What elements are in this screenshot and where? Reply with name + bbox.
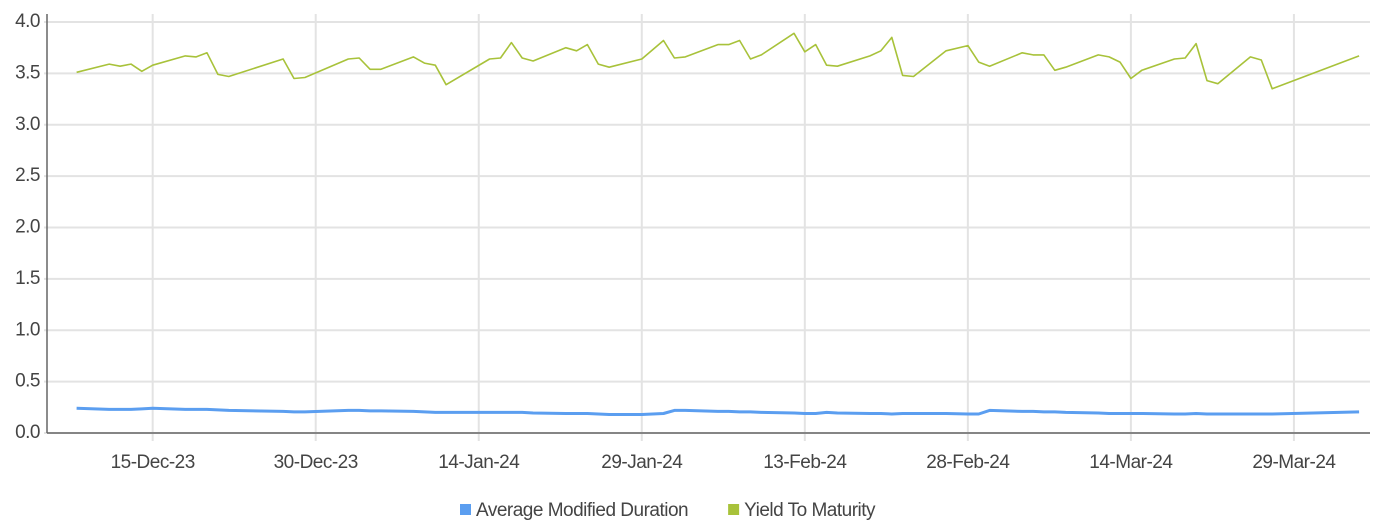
y-tick-label: 4.0 [15,11,40,32]
x-tick-label: 13-Feb-24 [763,452,847,473]
x-tick-label: 28-Feb-24 [926,452,1010,473]
y-tick-label: 0.0 [15,422,40,443]
legend-swatch [728,504,740,515]
y-tick-label: 1.5 [15,268,40,289]
y-tick-label: 2.0 [15,217,40,238]
y-tick-label: 3.5 [15,62,40,83]
y-tick-label: 1.0 [15,319,40,340]
x-tick-label: 29-Mar-24 [1252,452,1336,473]
series-line [76,406,1360,416]
legend-swatch [460,504,471,515]
x-tick-label: 29-Jan-24 [601,452,683,473]
x-tick-label: 30-Dec-23 [274,452,358,473]
x-tick-label: 14-Mar-24 [1089,452,1173,473]
x-tick-label: 15-Dec-23 [111,452,195,473]
x-tick-label: 14-Jan-24 [438,452,520,473]
y-tick-label: 2.5 [15,165,40,186]
y-tick-label: 0.5 [15,371,40,392]
legend-label: Average Modified Duration [476,500,688,521]
y-tick-label: 3.0 [15,114,40,135]
legend-label: Yield To Maturity [744,500,876,521]
series-line [76,32,1360,90]
